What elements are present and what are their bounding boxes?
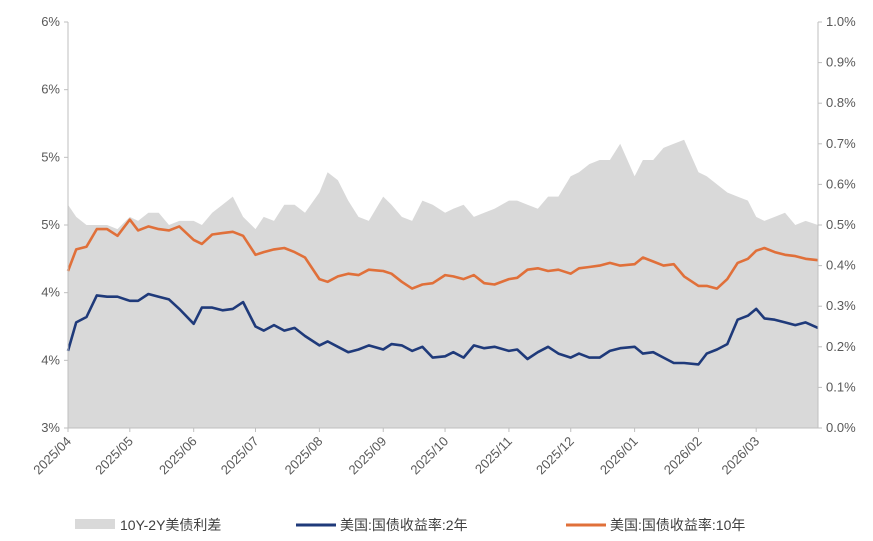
legend-label-2y: 美国:国债收益率:2年 (340, 517, 468, 533)
left-tick-label: 5% (41, 149, 60, 164)
spread-area (68, 139, 818, 428)
right-tick-label: 0.5% (826, 217, 856, 232)
left-tick-label: 4% (41, 352, 60, 367)
right-tick-label: 0.7% (826, 136, 856, 151)
x-tick-label: 2025/04 (30, 434, 74, 478)
right-tick-label: 0.8% (826, 95, 856, 110)
right-axis-ticks: 1.0% 0.9% 0.8% 0.7% 0.6% 0.5% 0.4% 0.3% 0.2% 0.1%… (818, 14, 856, 435)
x-tick-label: 2026/02 (661, 434, 705, 478)
yield-lines-layer (66, 218, 819, 366)
legend-swatch-spread (75, 519, 115, 529)
legend: 10Y-2Y美债利差 美国:国债收益率:2年 美国:国债收益率:10年 (75, 517, 745, 533)
left-tick-label: 4% (41, 285, 60, 300)
spread-area-layer (68, 139, 818, 428)
right-tick-label: 0.6% (826, 176, 856, 191)
right-tick-label: 0.4% (826, 258, 856, 273)
right-tick-label: 0.1% (826, 379, 856, 394)
right-tick-label: 0.3% (826, 298, 856, 313)
left-tick-label: 6% (41, 14, 60, 29)
x-tick-label: 2026/01 (597, 433, 641, 477)
right-tick-label: 0.0% (826, 420, 856, 435)
right-tick-label: 0.2% (826, 339, 856, 354)
right-tick-label: 0.9% (826, 55, 856, 70)
x-tick-label: 2025/08 (282, 434, 326, 478)
left-tick-label: 5% (41, 217, 60, 232)
legend-label-10y: 美国:国债收益率:10年 (610, 517, 745, 533)
series-line-1 (66, 292, 819, 366)
left-axis-ticks: 6% 6% 5% 5% 4% 4% 3% (41, 14, 68, 435)
x-tick-label: 2025/11 (472, 433, 515, 476)
x-tick-label: 2025/05 (92, 434, 136, 478)
x-tick-label: 2025/10 (407, 434, 451, 478)
x-tick-label: 2026/03 (718, 434, 762, 478)
left-tick-label: 6% (41, 82, 60, 97)
x-tick-label: 2025/06 (156, 434, 200, 478)
x-tick-label: 2025/09 (346, 433, 390, 477)
x-tick-label: 2025/12 (533, 433, 577, 477)
x-axis-ticks: 2025/04 2025/05 2025/06 2025/07 2025/08 2025/… (30, 428, 762, 477)
right-tick-label: 1.0% (826, 14, 856, 29)
legend-label-spread: 10Y-2Y美债利差 (120, 517, 221, 533)
x-tick-label: 2025/07 (218, 434, 262, 478)
left-tick-label: 3% (41, 420, 60, 435)
series-line-2 (66, 218, 819, 290)
